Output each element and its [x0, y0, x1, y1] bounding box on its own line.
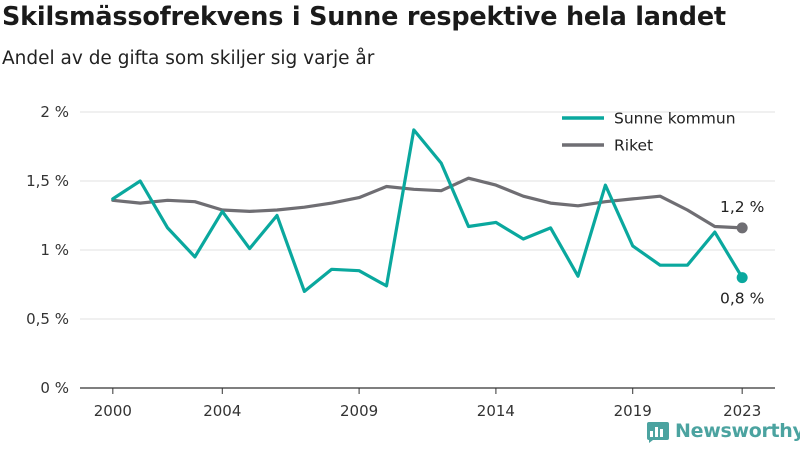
x-tick-label: 2009 [340, 402, 378, 420]
brand-name: Newsworthy [675, 420, 800, 442]
y-tick-label: 1,5 % [26, 172, 69, 190]
end-label-riket: 1,2 % [720, 198, 764, 216]
y-tick-label: 0 % [40, 379, 69, 397]
brand-logo: Newsworthy [645, 419, 800, 443]
series-line-riket [111, 176, 744, 230]
end-label-sunne: 0,8 % [720, 290, 764, 308]
chart-subtitle: Andel av de gifta som skiljer sig varje … [2, 48, 375, 69]
x-tick-label: 2004 [203, 402, 241, 420]
series-line-sunne [111, 128, 744, 293]
x-tick-label: 2023 [723, 402, 761, 420]
legend: Sunne kommun Riket [562, 110, 736, 155]
x-tick-label: 2014 [477, 402, 515, 420]
chart-title: Skilsmässofrekvens i Sunne respektive he… [2, 2, 726, 32]
y-tick-label: 2 % [40, 103, 69, 121]
axes: 0 % 0,5 % 1 % 1,5 % 2 % 2000 2004 2009 2014 2019 2… [26, 103, 775, 420]
x-tick-label: 2000 [94, 402, 132, 420]
grid-lines [80, 111, 775, 320]
end-labels: 0,8 % 1,2 % [720, 198, 764, 308]
bar-chart-logo-icon [647, 422, 669, 443]
y-tick-label: 1 % [40, 241, 69, 259]
x-tick-label: 2019 [614, 402, 652, 420]
series-lines [111, 128, 748, 293]
y-tick-label: 0,5 % [26, 310, 69, 328]
legend-label: Sunne kommun [614, 110, 736, 128]
legend-label: Riket [614, 137, 653, 155]
end-point-riket [736, 222, 748, 234]
end-point-sunne [736, 272, 748, 284]
